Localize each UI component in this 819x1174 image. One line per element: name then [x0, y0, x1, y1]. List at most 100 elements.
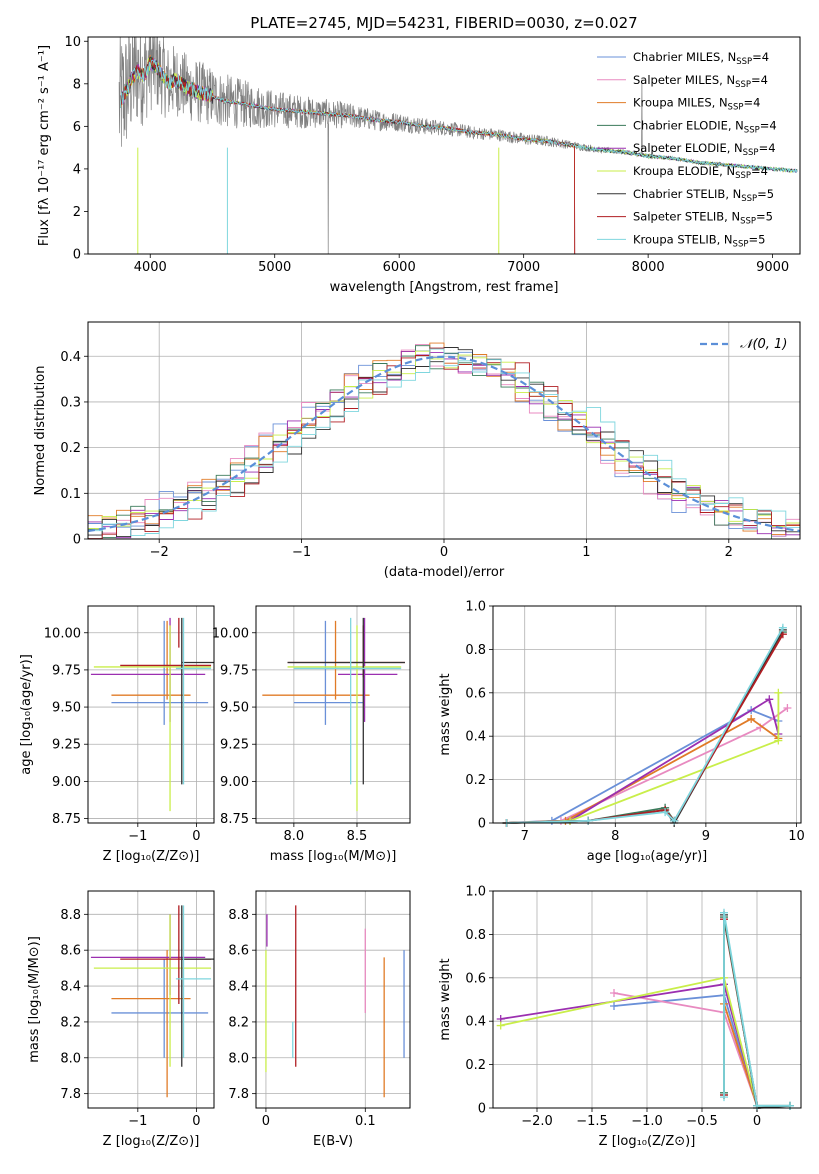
y-tick-label: 8.6 [60, 944, 81, 959]
x-axis-label: Z [log₁₀(Z/Z⊙)] [103, 1134, 200, 1149]
legend-entry: Kroupa ELODIE, NSSP=4 [633, 164, 768, 181]
legend-entry: Chabrier MILES, NSSP=4 [633, 50, 769, 67]
x-tick-label: 0.1 [355, 1114, 376, 1129]
y-axis-label: mass weight [438, 958, 453, 1040]
y-axis-label: Flux [fλ 10⁻¹⁷ erg cm⁻² s⁻¹ A⁻¹] [37, 45, 52, 246]
y-axis-label: Normed distribution [33, 366, 48, 496]
spectrum-legend: Chabrier MILES, NSSP=4 Salpeter MILES, NS… [597, 50, 777, 249]
mass-weight-marker [778, 623, 787, 632]
mass-weight-marker [720, 908, 728, 917]
x-tick-label: 8.5 [347, 829, 368, 844]
plot-frame [87, 605, 215, 824]
mass-weight-line [613, 992, 758, 1107]
y-tick-label: 7.8 [60, 1087, 81, 1102]
y-tick-label: 1.0 [465, 885, 486, 900]
y-tick-label: 8.75 [220, 812, 249, 827]
y-tick-label: 0 [73, 248, 81, 263]
y-tick-label: 8.75 [52, 812, 81, 827]
x-tick-label: 8.0 [284, 829, 305, 844]
y-tick-label: 4 [73, 162, 81, 177]
mass-weight-marker [765, 695, 774, 704]
plot-frame [87, 36, 801, 255]
mass-weight-marker [610, 988, 618, 997]
legend-subscript: SSP [741, 194, 757, 204]
legend-subscript: SSP [735, 171, 751, 181]
legend-suffix: =4 [751, 164, 768, 178]
legend-suffix: =5 [748, 232, 765, 246]
spectrum-plot: 4000 5000 6000 7000 8000 9000 0 2 4 6 8 10 wavelengt… [37, 35, 801, 295]
y-tick-label: 10 [64, 35, 81, 50]
y-tick-label: 0.4 [465, 1015, 486, 1030]
y-tick-label: 9.25 [220, 738, 249, 753]
x-tick-label: 7 [521, 829, 529, 844]
x-tick-label: 0 [440, 545, 448, 560]
plot-frame [87, 890, 215, 1109]
legend-subscript: SSP [735, 80, 751, 90]
mass-weight-line [506, 707, 788, 824]
mass-weight-marker [720, 1093, 728, 1102]
legend-suffix: =5 [756, 210, 773, 224]
y-axis-label: age [log₁₀(age/yr)] [19, 654, 34, 775]
y-tick-label: 0 [478, 817, 486, 832]
mass-vs-metallicity-plot: −1 0 7.8 8.0 8.2 8.4 8.6 8.8 Z [log₁₀(Z/Z⊙)] mass… [27, 890, 215, 1149]
legend-suffix: =4 [751, 73, 768, 87]
figure-title: PLATE=2745, MJD=54231, FIBERID=0030, z=0… [250, 14, 637, 32]
legend-entry: Kroupa MILES, NSSP=4 [633, 96, 760, 113]
legend-suffix: =4 [743, 96, 760, 110]
mass-weight-marker [747, 714, 756, 723]
legend-subscript: SSP [743, 148, 759, 158]
y-tick-label: 10.00 [44, 626, 81, 641]
legend-subscript: SSP [744, 125, 760, 135]
y-tick-label: 0.2 [465, 1058, 486, 1073]
massweight-vs-age-plot: 7 8 9 10 0 0.2 0.4 0.6 0.8 1.0 age [log₁₀(age/yr)]… [438, 600, 805, 865]
legend-suffix: =4 [759, 141, 776, 155]
x-tick-label: 0 [753, 1114, 761, 1129]
mass-weight-line [506, 631, 784, 824]
y-tick-label: 9.50 [220, 701, 249, 716]
x-tick-label: 0 [192, 829, 200, 844]
x-tick-label: 9 [702, 829, 710, 844]
y-tick-label: 0.8 [465, 643, 486, 658]
y-tick-label: 8.8 [228, 908, 249, 923]
y-tick-label: 8.0 [228, 1051, 249, 1066]
mass-weight-marker [783, 703, 792, 712]
x-axis-label: (data-model)/error [384, 565, 505, 580]
x-tick-label: −1.5 [576, 1114, 608, 1129]
y-tick-label: 9.50 [52, 701, 81, 716]
plot-frame [255, 605, 411, 824]
y-tick-label: 0.4 [60, 350, 81, 365]
massweight-vs-metallicity-plot: −2.0 −1.5 −1.0 −0.5 0 0 0.2 0.4 0.6 0.8 1.0 Z [log₁… [438, 885, 802, 1149]
y-tick-label: 9.00 [52, 775, 81, 790]
mass-weight-marker [661, 808, 670, 817]
x-tick-label: −1 [128, 1114, 147, 1129]
y-tick-label: 8.8 [60, 908, 81, 923]
mass-weight-line [506, 627, 784, 824]
y-axis-label: mass [log₁₀(M/M⊙)] [27, 936, 42, 1063]
y-tick-label: 0.2 [465, 773, 486, 788]
x-tick-label: 1 [582, 545, 590, 560]
y-tick-label: 6 [73, 120, 81, 135]
plot-frame [492, 605, 802, 824]
legend-entry: Salpeter STELIB, NSSP=5 [633, 210, 773, 227]
y-tick-label: 0 [73, 533, 81, 548]
x-tick-label: 8000 [632, 260, 665, 275]
mass-weight-line [506, 629, 784, 825]
x-tick-label: 8 [611, 829, 619, 844]
mass-weight-marker [774, 688, 783, 697]
x-tick-label: 6000 [383, 260, 416, 275]
legend-entry: Salpeter ELODIE, NSSP=4 [633, 141, 776, 158]
legend-suffix: =4 [760, 118, 777, 132]
x-tick-label: 4000 [134, 260, 167, 275]
age-vs-metallicity-plot: −1 0 8.75 9.00 9.25 9.50 9.75 10.00 Z [log₁₀(Z/Z… [19, 605, 215, 864]
plot-frame [492, 890, 802, 1109]
x-tick-label: −1 [128, 829, 147, 844]
y-tick-label: 8.6 [228, 944, 249, 959]
mass-weight-line [723, 912, 790, 1107]
x-tick-label: −1 [292, 545, 311, 560]
legend-entry: 𝒩(0, 1) [740, 337, 787, 352]
y-axis-label: mass weight [438, 673, 453, 755]
residual-histogram-plot: −2 −1 0 1 2 0 0.1 0.2 0.3 0.4 (data-model)/error No… [33, 321, 801, 580]
legend-entry: Chabrier STELIB, NSSP=5 [633, 187, 774, 204]
x-tick-label: 0 [192, 1114, 200, 1129]
